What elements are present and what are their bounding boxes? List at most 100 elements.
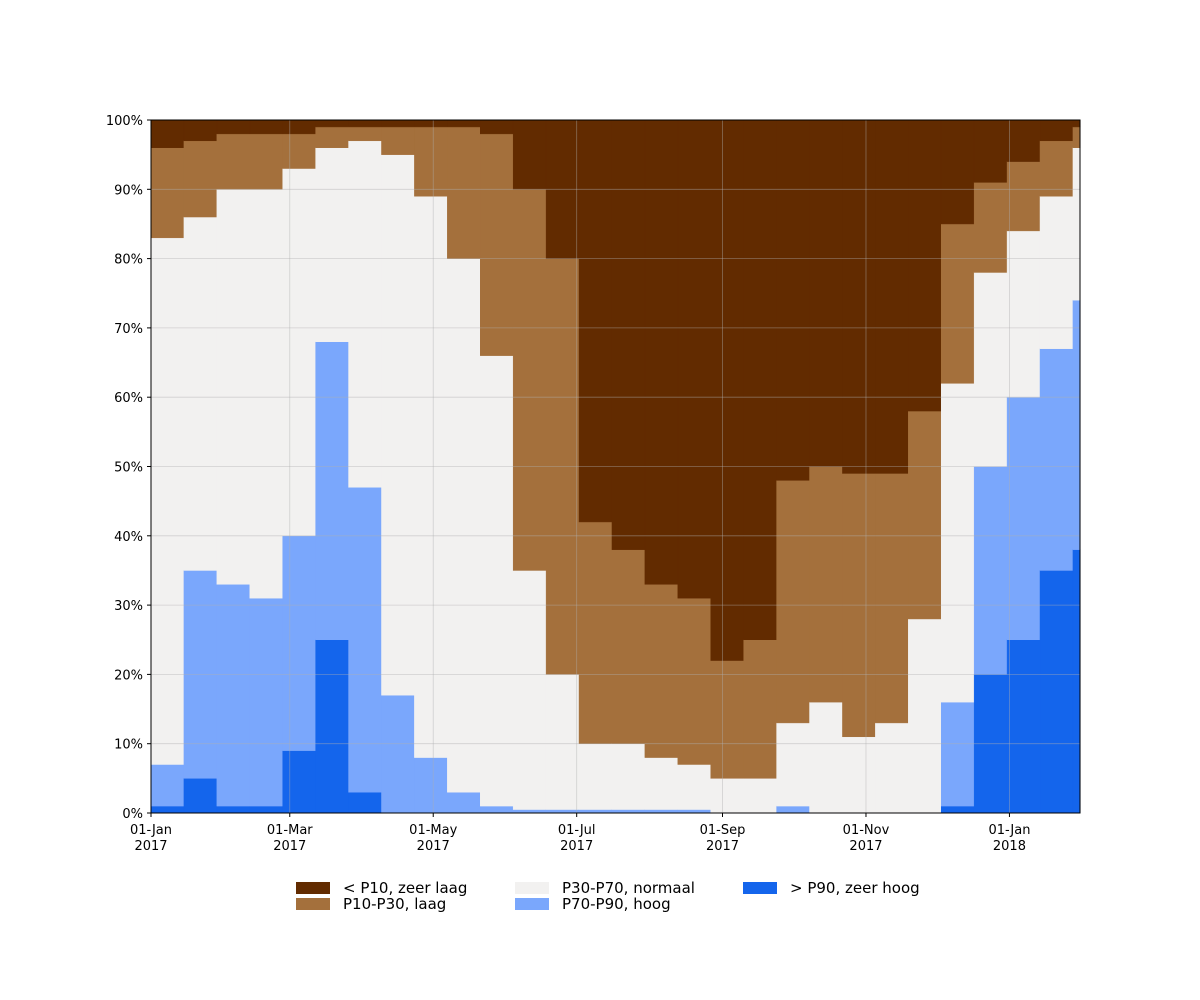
area-segment (677, 119, 712, 599)
area-segment (216, 584, 251, 807)
legend-swatch (515, 882, 549, 894)
area-segment (282, 168, 317, 537)
area-segment (710, 778, 745, 814)
area-segment (1039, 348, 1074, 571)
area-segment (1006, 639, 1041, 814)
area-segment (150, 147, 185, 239)
area-segment (1039, 570, 1074, 814)
y-tick-label: 60% (114, 391, 143, 406)
area-segment (348, 126, 383, 142)
legend-swatch (515, 898, 549, 910)
x-tick-label-line: 2017 (706, 839, 739, 854)
area-segment (940, 383, 975, 703)
y-tick-label: 70% (114, 322, 143, 337)
area-segment (249, 189, 284, 599)
area-segment (578, 743, 613, 810)
area-segment (644, 119, 679, 585)
x-tick-label: 01-Jan 2018 (988, 823, 1030, 854)
x-tick-label-line: 01-Nov (843, 823, 890, 838)
x-tick-label-line: 2017 (560, 839, 593, 854)
y-tick-label: 30% (114, 599, 143, 614)
area-segment (150, 119, 185, 148)
x-tick-label-line: 2018 (993, 839, 1026, 854)
y-tick-label: 20% (114, 668, 143, 683)
area-segment (1072, 299, 1081, 550)
area-segment (282, 133, 317, 169)
legend-label: > P90, zeer hoog (790, 879, 920, 897)
area-segment (381, 119, 415, 128)
area-segment (644, 584, 679, 758)
area-segment (414, 195, 448, 758)
area-segment (677, 809, 712, 814)
y-tick-label: 10% (114, 738, 143, 753)
area-segment (216, 189, 251, 585)
area-segment (776, 722, 811, 807)
area-segment (249, 805, 284, 814)
area-segment (381, 694, 415, 814)
area-segment (578, 521, 613, 744)
area-segment (282, 750, 317, 814)
area-segment (940, 223, 975, 384)
area-segment (611, 549, 646, 744)
area-segment (776, 119, 811, 481)
area-segment (348, 791, 383, 814)
area-segment (611, 743, 646, 810)
plot-frame (150, 119, 1081, 814)
x-tick-label-line: 01-Jul (558, 823, 596, 838)
area-segment (644, 757, 679, 810)
area-segment (480, 133, 514, 356)
area-segment (1039, 140, 1074, 197)
area-segment (1039, 119, 1074, 142)
area-segment (183, 119, 218, 142)
area-segment (249, 597, 284, 807)
area-segment (183, 216, 218, 571)
area-segment (809, 119, 844, 467)
area-segment (1006, 119, 1041, 162)
x-tick-label: 01-Nov 2017 (843, 823, 890, 854)
area-segment (776, 480, 811, 724)
x-tick-label: 01-Mar 2017 (267, 823, 313, 854)
legend-label: P10-P30, laag (343, 895, 446, 913)
area-segment (1072, 147, 1081, 301)
area-segment (480, 355, 514, 807)
area-segment (973, 182, 1008, 273)
area-segment (776, 805, 811, 814)
x-tick-label-line: 01-May (409, 823, 457, 838)
area-segment (908, 618, 942, 814)
area-segment (447, 791, 481, 814)
x-tick-label-line: 01-Sep (700, 823, 746, 838)
area-segment (743, 119, 778, 640)
area-segment (710, 660, 745, 779)
area-segment (183, 140, 218, 218)
area-segment (940, 119, 975, 225)
area-segment (743, 778, 778, 814)
area-segment (677, 597, 712, 765)
area-segment (1006, 396, 1041, 641)
area-segment (578, 809, 613, 814)
x-tick-label-line: 01-Jan (130, 823, 172, 838)
area-segment (545, 674, 580, 810)
legend-swatch (296, 882, 330, 894)
area-segment (282, 119, 317, 135)
area-segment (150, 805, 185, 814)
area-segment (1039, 195, 1074, 349)
area-segment (1072, 126, 1081, 148)
area-segment (183, 778, 218, 814)
legend-label: P70-P90, hoog (562, 895, 671, 913)
x-tick-label-line: 2017 (134, 839, 167, 854)
area-segment (414, 757, 448, 814)
x-tick-label: 01-May 2017 (409, 823, 457, 854)
area-segment (875, 722, 909, 814)
area-segment (150, 237, 185, 765)
area-segment (249, 133, 284, 190)
area-segment (216, 133, 251, 190)
area-segment (809, 701, 844, 814)
area-segment (940, 805, 975, 814)
legend-swatch (743, 882, 777, 894)
area-segment (315, 147, 350, 343)
area-segment (315, 341, 350, 640)
area-segment (1072, 119, 1081, 128)
area-segment (447, 119, 481, 128)
area-segment (908, 410, 942, 620)
